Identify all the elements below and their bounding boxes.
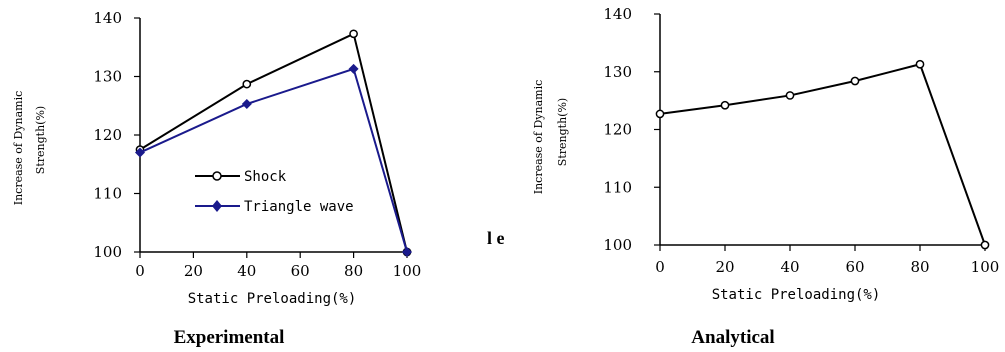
y-tick-label: 130: [603, 63, 632, 81]
data-point: [785, 91, 795, 100]
data-point: [241, 98, 252, 109]
series-line-0: [139, 32, 408, 253]
data-point: [850, 76, 860, 86]
x-tick-label: 0: [655, 258, 665, 276]
data-point: [980, 240, 990, 250]
x-tick-label: 60: [845, 258, 864, 276]
data-point: [655, 109, 665, 119]
series-line-0: [659, 63, 986, 246]
legend-marker-shock: [212, 171, 222, 181]
data-point: [349, 29, 358, 39]
x-axis-title: Static Preloading(%): [712, 287, 881, 303]
y-tick-label: 110: [93, 185, 122, 203]
y-axis-title-line1: Increase of Dynamic: [532, 80, 545, 195]
series-line-1: [139, 67, 408, 253]
data-point: [135, 147, 145, 158]
data-point: [720, 100, 730, 110]
analytical-chart: 100 110 120 130 140 0 20 40 60 80 100 Static Prelo…: [532, 5, 999, 348]
y-tick-label: 110: [603, 178, 632, 196]
legend-label-shock: Shock: [244, 169, 287, 185]
x-tick-label: 20: [715, 258, 734, 276]
data-point: [348, 63, 359, 74]
y-tick-label: 120: [603, 121, 632, 139]
chart-caption: Analytical: [691, 327, 774, 348]
legend: Shock Triangle wave: [195, 169, 354, 215]
x-tick-label: 80: [910, 258, 929, 276]
y-axis-title-line2: Strength(%): [34, 106, 47, 174]
x-tick-label: 20: [184, 262, 203, 280]
x-axis-title: Static Preloading(%): [188, 291, 357, 307]
y-tick-label: 100: [93, 243, 122, 261]
data-point: [915, 59, 925, 69]
experimental-chart: 100 110 120 130 140 0 20 40 60 80 100 Static Prelo…: [12, 9, 421, 348]
y-tick-label: 140: [603, 5, 632, 23]
data-point: [242, 79, 252, 89]
y-axis-title-line2: Strength(%): [556, 98, 569, 166]
y-tick-label: 120: [93, 126, 122, 144]
legend-marker-triangle: [212, 200, 222, 212]
y-tick-label: 140: [93, 9, 122, 27]
stray-text: l e: [487, 228, 505, 248]
data-point: [402, 247, 412, 257]
x-tick-label: 80: [344, 262, 363, 280]
x-tick-label: 100: [393, 262, 422, 280]
x-tick-label: 100: [971, 258, 1000, 276]
chart-caption: Experimental: [174, 327, 285, 348]
x-tick-label: 0: [135, 262, 145, 280]
x-tick-label: 40: [780, 258, 799, 276]
y-tick-label: 130: [93, 68, 122, 86]
x-tick-label: 40: [237, 262, 256, 280]
y-tick-label: 100: [603, 236, 632, 254]
legend-label-triangle: Triangle wave: [244, 199, 354, 215]
x-tick-label: 60: [291, 262, 310, 280]
y-axis-title-line1: Increase of Dynamic: [12, 91, 25, 206]
